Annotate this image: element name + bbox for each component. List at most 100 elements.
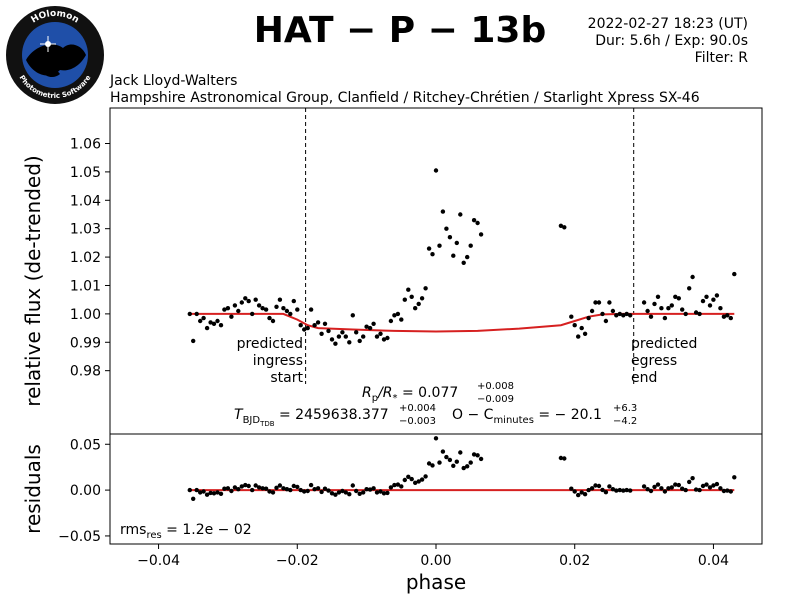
flux-point-31 (295, 307, 300, 312)
flux-point-7 (211, 321, 217, 326)
residual-point-92 (586, 487, 591, 493)
residual-point-42 (333, 492, 338, 497)
egress-label-1: predicted (631, 336, 697, 352)
flux-point-70 (430, 252, 435, 257)
residual-point-39 (322, 486, 328, 491)
residual-point-113 (669, 485, 674, 490)
residuals-y-axis-label: residuals (21, 444, 45, 534)
flux-point-93 (589, 308, 595, 314)
oc-minus: −4.2 (613, 416, 637, 427)
residual-point-111 (662, 489, 668, 494)
residual-point-70 (430, 463, 435, 468)
residual-point-53 (371, 486, 376, 491)
residual-point-86 (562, 456, 567, 461)
x-tick-label-2: 0.00 (420, 553, 451, 569)
filter-line: Filter: R (694, 50, 748, 66)
residual-point-105 (641, 484, 647, 489)
residual-point-40 (326, 488, 331, 493)
x-tick-label-1: −0.02 (276, 553, 319, 569)
flux-point-59 (392, 313, 397, 318)
main-y-ticks: 0.98 0.99 1.00 1.01 1.02 1.03 1.04 1.05 1.06 (70, 136, 110, 380)
residual-point-100 (614, 488, 619, 493)
residual-point-129 (725, 488, 730, 493)
flux-point-11 (225, 306, 231, 311)
flux-point-25 (274, 304, 279, 309)
residual-point-119 (690, 476, 695, 481)
residual-point-117 (683, 487, 688, 493)
flux-point-129 (725, 313, 730, 318)
flux-point-112 (666, 306, 671, 311)
flux-point-0 (187, 311, 192, 317)
residual-point-81 (468, 460, 473, 465)
residual-point-8 (215, 490, 220, 495)
residual-point-24 (270, 490, 276, 495)
residual-point-37 (315, 486, 321, 491)
residual-point-43 (336, 490, 342, 495)
residual-point-6 (208, 490, 213, 496)
residual-point-1 (191, 496, 196, 501)
residual-point-60 (395, 482, 401, 487)
residual-point-48 (354, 488, 359, 494)
flux-point-109 (655, 294, 661, 299)
flux-point-108 (652, 301, 657, 307)
residual-point-16 (243, 482, 248, 488)
residual-point-95 (596, 483, 602, 489)
flux-y-tick-label-7: 1.05 (70, 165, 101, 181)
flux-point-81 (468, 243, 473, 248)
flux-point-76 (451, 253, 456, 258)
residual-y-ticks: −0.05 0.00 0.05 (58, 437, 110, 545)
residual-point-31 (295, 484, 300, 490)
flux-point-8 (215, 318, 220, 324)
flux-point-65 (413, 306, 418, 311)
residual-point-84 (478, 456, 484, 462)
flux-point-103 (624, 311, 629, 317)
residual-point-26 (277, 483, 283, 488)
flux-point-128 (721, 314, 727, 319)
flux-point-90 (579, 325, 584, 331)
flux-y-tick-label-0: 0.98 (70, 364, 101, 380)
residual-point-29 (288, 487, 293, 493)
flux-point-96 (600, 311, 605, 317)
flux-points (187, 168, 737, 346)
flux-y-tick-label-1: 0.99 (70, 335, 101, 351)
flux-point-79 (461, 260, 466, 265)
residual-point-76 (451, 463, 456, 468)
flux-point-54 (374, 334, 380, 339)
oc-plus: +6.3 (613, 403, 637, 414)
flux-point-98 (607, 300, 612, 305)
residual-point-109 (655, 482, 661, 487)
flux-point-47 (350, 313, 355, 318)
ingress-label-3: start (270, 370, 303, 386)
date-line: 2022-02-27 18:23 (UT) (587, 16, 748, 32)
residual-point-28 (284, 487, 290, 492)
flux-point-101 (617, 311, 622, 317)
residual-point-12 (229, 488, 234, 494)
residual-point-0 (187, 487, 192, 493)
flux-y-tick-label-4: 1.02 (70, 250, 101, 266)
flux-point-41 (329, 337, 335, 342)
flux-point-122 (700, 298, 706, 304)
flux-point-64 (409, 294, 414, 299)
residual-point-102 (621, 488, 626, 493)
oc-label: O − Cminutes = − 20.1 (452, 407, 602, 426)
flux-point-89 (576, 334, 581, 339)
residuals-panel: −0.05 0.00 0.05 −0.04 −0.02 0.00 0.02 0.04 rms… (21, 433, 763, 594)
residual-point-97 (603, 490, 609, 495)
flux-point-91 (582, 331, 588, 336)
flux-point-86 (562, 225, 567, 230)
residual-point-79 (461, 465, 466, 471)
flux-point-20 (256, 303, 262, 308)
flux-point-100 (614, 313, 619, 318)
flux-point-53 (371, 321, 376, 326)
residual-y-tick-label-2: 0.05 (70, 437, 101, 453)
flux-point-37 (315, 320, 321, 325)
flux-point-22 (263, 307, 269, 312)
rp-rs-minus: −0.009 (477, 394, 514, 405)
flux-y-tick-label-2: 1.00 (70, 307, 101, 323)
flux-point-63 (406, 287, 411, 292)
flux-point-125 (711, 297, 716, 302)
residual-point-120 (693, 487, 699, 492)
residual-point-124 (707, 485, 713, 490)
flux-point-68 (423, 286, 428, 291)
